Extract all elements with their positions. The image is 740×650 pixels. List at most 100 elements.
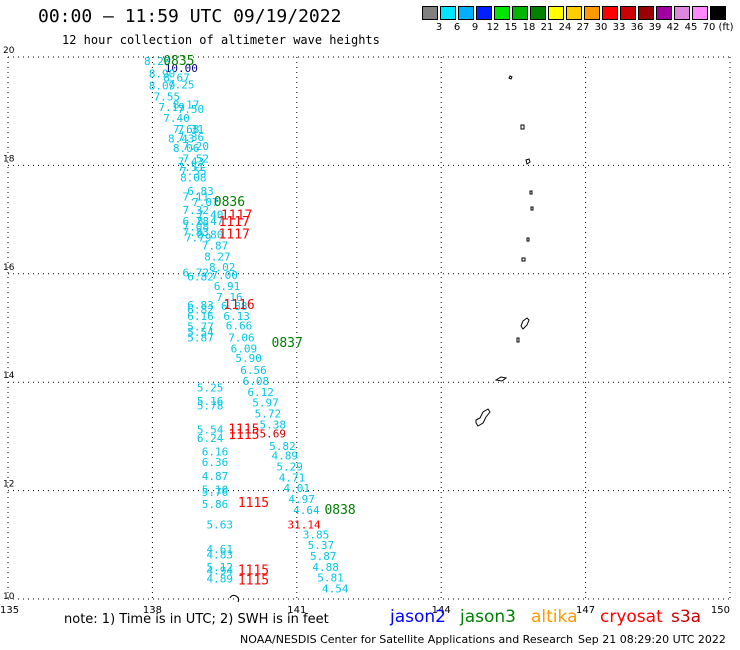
wave-height-label: 7.06 (228, 332, 255, 345)
wave-height-label: 4.61 (207, 543, 234, 556)
chart-subtitle: 12 hour collection of altimeter wave hei… (62, 33, 380, 47)
wave-height-label: 5.78 (197, 399, 224, 412)
wave-height-label: 5.90 (235, 352, 262, 365)
colorbar-label: 42 (666, 22, 680, 33)
colorbar-swatch (440, 6, 456, 20)
wave-height-label: 4.94 (207, 565, 234, 578)
wave-height-label: 4.71 (279, 471, 306, 484)
wave-height-label: 1117 (219, 228, 250, 243)
x-tick-label: 144 (432, 605, 451, 616)
wave-height-label: 6.12 (247, 386, 274, 399)
wave-height-label: 4.54 (322, 582, 349, 595)
wave-height-label: 5.97 (252, 397, 279, 410)
wave-height-label: 7.79 (185, 231, 212, 244)
wave-height-label: 5.16 (197, 395, 224, 408)
colorbar-swatch (548, 6, 564, 20)
island-outline (529, 190, 533, 195)
wave-height-label: 5.63 (207, 519, 234, 532)
wave-height-label: 1117 (219, 215, 250, 230)
satellite-legend-cryosat: cryosat (600, 607, 663, 627)
wave-height-label: 5.87 (187, 332, 214, 345)
y-tick-label: 20 (3, 46, 15, 56)
wave-height-label: 8.02 (209, 261, 236, 274)
colorbar-swatch (422, 6, 438, 20)
x-tick-label: 135 (0, 605, 19, 616)
y-tick-label: 14 (3, 371, 15, 381)
wave-height-label: 4.97 (288, 493, 315, 506)
colorbar-label: 45 (684, 22, 698, 33)
colorbar-swatch (458, 6, 474, 20)
wave-height-label: 5.54 (187, 326, 214, 339)
wave-height-label: 8.67 (163, 71, 190, 84)
wave-height-label: 6.13 (223, 310, 250, 323)
wave-height-label: 6.83 (187, 299, 214, 312)
generated-timestamp: Sep 21 08:29:20 UTC 2022 (578, 633, 726, 646)
x-tick-label: 138 (143, 605, 162, 616)
wave-height-label: 5.37 (308, 539, 335, 552)
wave-height-label: 6.88 (221, 300, 248, 313)
wave-height-label: 7.40 (197, 209, 224, 222)
wave-height-label: 7.07 (192, 196, 219, 209)
wave-height-label: 5.86 (202, 498, 229, 511)
island-outline (520, 124, 525, 130)
colorbar-swatch (566, 6, 582, 20)
wave-height-label: 6.24 (197, 432, 224, 445)
island-outlines (229, 75, 534, 603)
wave-height-label: 1115 (228, 428, 259, 443)
wave-height-label: 7.50 (178, 103, 205, 116)
wave-height-label: 6.72 (182, 267, 209, 280)
island-outline (520, 317, 530, 330)
wave-height-label: 1117 (221, 209, 252, 224)
wave-height-label: 8.43 (168, 133, 195, 146)
colorbar-swatch (638, 6, 654, 20)
wave-height-label: 7.51 (178, 161, 205, 174)
wave-height-label: 5.29 (276, 461, 303, 474)
wave-height-label: 5.69 (259, 427, 286, 440)
wave-height-label: 6.66 (226, 320, 253, 333)
colorbar-label: 36 (630, 22, 644, 33)
y-tick-label: 12 (3, 480, 14, 490)
wave-height-label: 4.64 (293, 504, 320, 517)
footer-note: note: 1) Time is in UTC; 2) SWH is in fe… (64, 612, 329, 627)
wave-height-label: 7.40 (163, 112, 190, 125)
wave-height-label: 0837 (272, 336, 303, 351)
wave-height-label: 5.77 (187, 321, 214, 334)
wave-height-label: 6.16 (187, 310, 214, 323)
wave-height-label: 6.83 (187, 185, 214, 198)
wave-height-label: 0835 (163, 54, 194, 69)
colorbar-label: 24 (558, 22, 572, 33)
wave-height-label: 5.76 (202, 486, 229, 499)
wave-height-label: 7.25 (168, 78, 195, 91)
island-outline (525, 158, 531, 165)
colorbar-label: 30 (594, 22, 608, 33)
wave-height-label: 3.85 (303, 528, 330, 541)
wave-height-label: 6.78 (182, 215, 209, 228)
colorbar-swatch (674, 6, 690, 20)
colorbar-swatch (476, 6, 492, 20)
wave-height-label: 7.43 (178, 155, 205, 168)
wave-height-label: 6.09 (231, 342, 258, 355)
island-outline (229, 594, 240, 603)
wave-height-label: 4.88 (312, 561, 339, 574)
wave-height-label: 6.36 (202, 456, 229, 469)
wave-height-label: 5.12 (207, 561, 234, 574)
x-tick-label: 150 (711, 605, 730, 616)
island-outline (530, 206, 534, 211)
colorbar-label: 33 (612, 22, 626, 33)
wave-height-label: 4.87 (202, 470, 229, 483)
wave-height-label: 7.20 (182, 140, 209, 153)
wave-height-label: 6.08 (243, 375, 270, 388)
wave-height-label: 5.54 (197, 424, 224, 437)
grid-lines (7, 56, 731, 600)
colorbar-label: 70 (702, 22, 716, 33)
colorbar-label: 15 (504, 22, 518, 33)
wave-height-label: 7.16 (216, 291, 243, 304)
wave-height-label: 8.06 (173, 142, 200, 155)
wave-height-label: 31.14 (287, 519, 320, 532)
wave-height-label: 7.52 (182, 153, 209, 166)
credit-line: NOAA/NESDIS Center for Satellite Applica… (240, 633, 574, 646)
colorbar-swatch (656, 6, 672, 20)
colorbar-label: 39 (648, 22, 662, 33)
wave-height-label: 1115 (238, 573, 269, 588)
wave-height-label: 8.90 (149, 68, 176, 81)
